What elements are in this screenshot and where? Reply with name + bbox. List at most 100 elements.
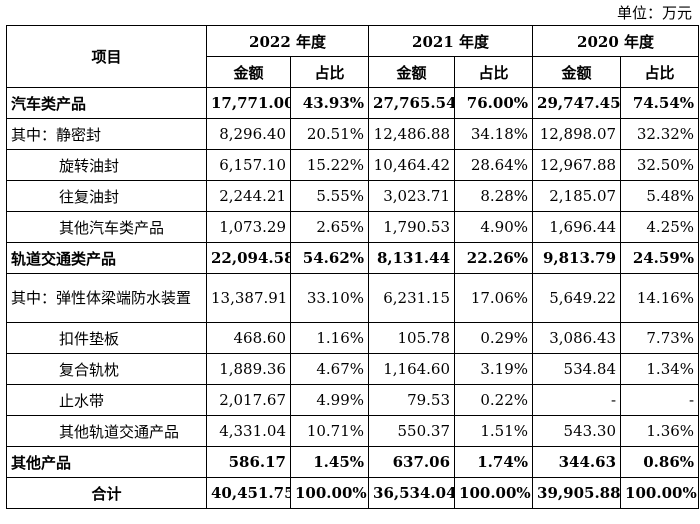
ratio-cell: 0.29%: [454, 322, 534, 354]
header-year-2021: 2021 年度: [368, 25, 534, 57]
ratio-cell: 17.06%: [454, 273, 534, 323]
amount-cell: 534.84: [532, 353, 622, 385]
ratio-cell: 4.90%: [454, 211, 534, 243]
amount-cell: 1,164.60: [368, 353, 456, 385]
table-row: 轨道交通类产品 22,094.58 54.62% 8,131.44 22.26% 9,81…: [6, 242, 700, 274]
ratio-cell: 4.25%: [620, 211, 700, 243]
amount-cell: 5,649.22: [532, 273, 622, 323]
table-row: 旋转油封 6,157.10 15.22% 10,464.42 28.64% 12,967.…: [6, 149, 700, 181]
ratio-cell: -: [620, 384, 700, 416]
amount-cell: 543.30: [532, 415, 622, 447]
ratio-cell: 54.62%: [289, 242, 370, 274]
row-label: 扣件垫板: [6, 322, 207, 354]
amount-cell: 6,157.10: [206, 149, 291, 181]
amount-cell: 12,898.07: [532, 118, 622, 150]
row-label: 旋转油封: [6, 149, 207, 181]
ratio-cell: 2.65%: [289, 211, 370, 243]
header-ratio: 占比: [620, 56, 700, 88]
table-body: 汽车类产品 17,771.00 43.93% 27,765.54 76.00% 29,74…: [6, 87, 700, 509]
table-row: 其中：静密封 8,296.40 20.51% 12,486.88 34.18% 12,89…: [6, 118, 700, 150]
header-year-2022: 2022 年度: [205, 25, 370, 57]
row-label: 止水带: [6, 384, 207, 416]
amount-cell: 8,131.44: [368, 242, 456, 274]
ratio-cell: 3.19%: [454, 353, 534, 385]
ratio-cell: 100.00%: [454, 477, 534, 509]
ratio-cell: 100.00%: [620, 477, 700, 509]
ratio-cell: 76.00%: [454, 87, 534, 119]
ratio-cell: 28.64%: [454, 149, 534, 181]
row-label: 往复油封: [6, 180, 207, 212]
amount-cell: 79.53: [368, 384, 456, 416]
header-amount: 金额: [532, 56, 622, 88]
amount-cell: 2,017.67: [206, 384, 291, 416]
header-row-metrics: 金额 占比 金额 占比 金额 占比: [7, 56, 700, 88]
amount-cell: 10,464.42: [368, 149, 456, 181]
ratio-cell: 10.71%: [289, 415, 370, 447]
row-label: 复合轨枕: [6, 353, 207, 385]
amount-cell: 1,889.36: [206, 353, 291, 385]
ratio-cell: 20.51%: [289, 118, 370, 150]
ratio-cell: 32.50%: [620, 149, 700, 181]
amount-cell: 40,451.75: [206, 477, 291, 509]
amount-cell: 12,967.88: [532, 149, 622, 181]
amount-cell: 1,696.44: [532, 211, 622, 243]
unit-label: 单位：万元: [616, 4, 692, 22]
table-row: 其中：弹性体梁端防水装置 13,387.91 33.10% 6,231.15 17.06…: [6, 273, 700, 323]
ratio-cell: 1.34%: [620, 353, 700, 385]
ratio-cell: 5.55%: [289, 180, 370, 212]
ratio-cell: 8.28%: [454, 180, 534, 212]
amount-cell: 29,747.45: [532, 87, 622, 119]
amount-cell: 105.78: [368, 322, 456, 354]
ratio-cell: 4.99%: [289, 384, 370, 416]
amount-cell: 1,790.53: [368, 211, 456, 243]
amount-cell: 586.17: [206, 446, 291, 478]
row-label: 其他汽车类产品: [6, 211, 207, 243]
table-row: 其他汽车类产品 1,073.29 2.65% 1,790.53 4.90% 1,696.4…: [6, 211, 700, 243]
table-row: 止水带 2,017.67 4.99% 79.53 0.22% - -: [6, 384, 700, 416]
ratio-cell: 1.36%: [620, 415, 700, 447]
amount-cell: 1,073.29: [206, 211, 291, 243]
ratio-cell: 22.26%: [454, 242, 534, 274]
amount-cell: 27,765.54: [368, 87, 456, 119]
header-amount: 金额: [206, 56, 291, 88]
row-label: 合计: [6, 477, 207, 509]
header-ratio: 占比: [289, 56, 370, 88]
ratio-cell: 0.22%: [454, 384, 534, 416]
amount-cell: 468.60: [206, 322, 291, 354]
table-row: 其他产品 586.17 1.45% 637.06 1.74% 344.63 0.86%: [6, 446, 700, 478]
amount-cell: 3,086.43: [532, 322, 622, 354]
row-label: 其中：静密封: [6, 118, 207, 150]
table-row: 汽车类产品 17,771.00 43.93% 27,765.54 76.00% 29,74…: [6, 87, 700, 119]
amount-cell: 36,534.04: [368, 477, 456, 509]
ratio-cell: 5.48%: [620, 180, 700, 212]
amount-cell: 550.37: [368, 415, 456, 447]
amount-cell: 8,296.40: [206, 118, 291, 150]
ratio-cell: 74.54%: [620, 87, 700, 119]
amount-cell: 6,231.15: [368, 273, 456, 323]
ratio-cell: 14.16%: [620, 273, 700, 323]
revenue-table: 项目 2022 年度 2021 年度 2020 年度 金额 占比 金额 占比 金…: [6, 25, 700, 509]
row-label: 汽车类产品: [6, 87, 207, 119]
header-ratio: 占比: [454, 56, 534, 88]
table-row: 合计 40,451.75 100.00% 36,534.04 100.00% 39,905…: [6, 477, 700, 509]
table-row: 扣件垫板 468.60 1.16% 105.78 0.29% 3,086.43 7.73%: [6, 322, 700, 354]
header-item: 项目: [6, 25, 207, 88]
header-row-years: 项目 2022 年度 2021 年度 2020 年度: [6, 25, 700, 88]
ratio-cell: 33.10%: [289, 273, 370, 323]
header-amount: 金额: [368, 56, 456, 88]
ratio-cell: 1.74%: [454, 446, 534, 478]
ratio-cell: 100.00%: [289, 477, 370, 509]
amount-cell: 22,094.58: [206, 242, 291, 274]
ratio-cell: 1.45%: [289, 446, 370, 478]
ratio-cell: 43.93%: [289, 87, 370, 119]
amount-cell: 4,331.04: [206, 415, 291, 447]
table-row: 复合轨枕 1,889.36 4.67% 1,164.60 3.19% 534.84 1.34…: [6, 353, 700, 385]
amount-cell: 39,905.88: [532, 477, 622, 509]
header-year-2020: 2020 年度: [532, 25, 700, 57]
row-label: 其他轨道交通产品: [6, 415, 207, 447]
amount-cell: 12,486.88: [368, 118, 456, 150]
ratio-cell: 1.16%: [289, 322, 370, 354]
ratio-cell: 34.18%: [454, 118, 534, 150]
amount-cell: 13,387.91: [206, 273, 291, 323]
amount-cell: 2,244.21: [206, 180, 291, 212]
